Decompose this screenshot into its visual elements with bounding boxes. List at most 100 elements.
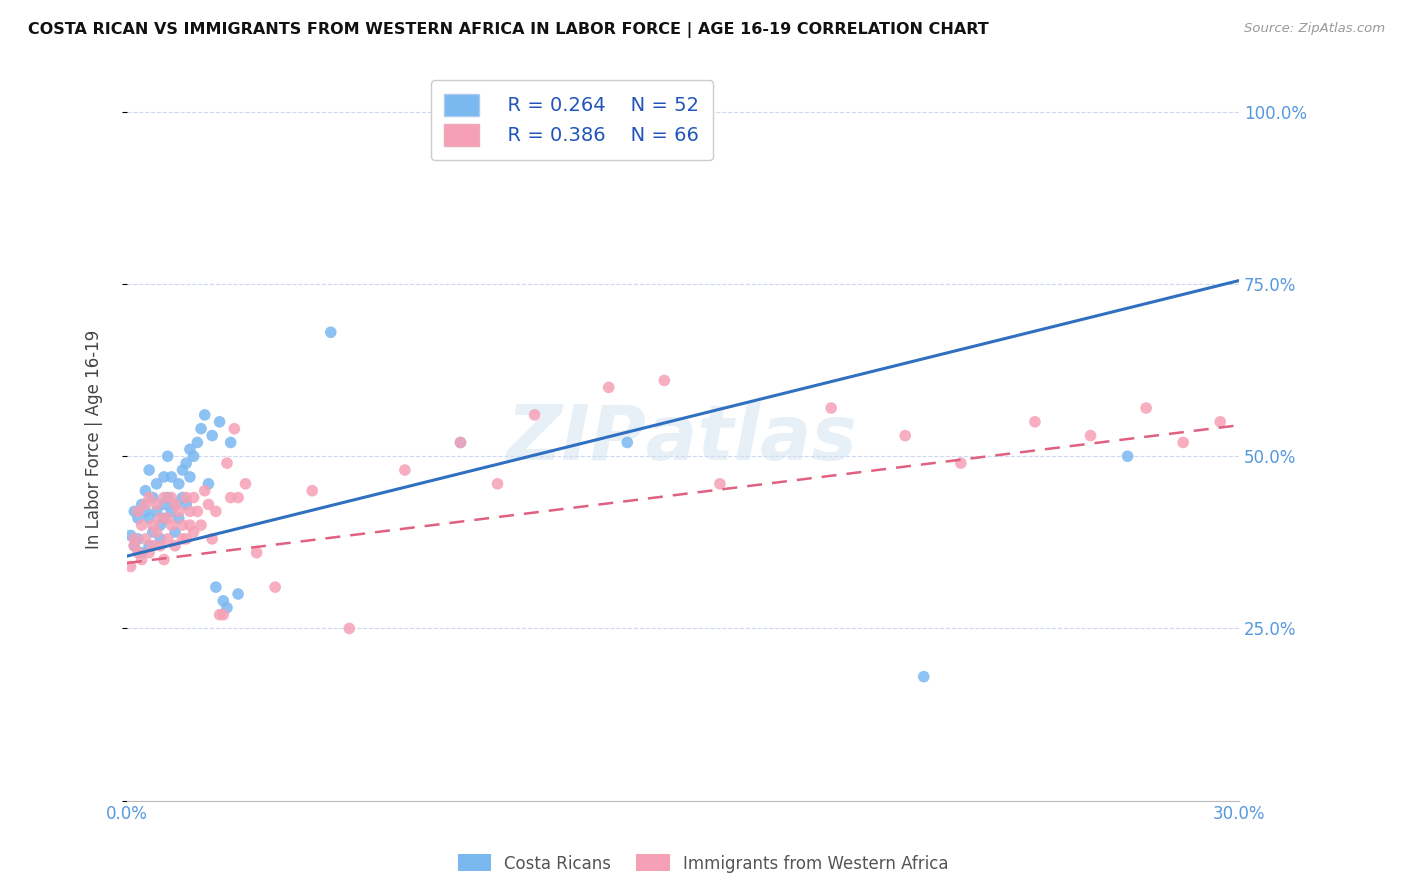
Point bbox=[172, 518, 194, 533]
Point bbox=[205, 580, 228, 594]
Point bbox=[165, 498, 187, 512]
Point bbox=[149, 539, 172, 553]
Point bbox=[226, 587, 249, 601]
Point bbox=[165, 539, 187, 553]
Point bbox=[598, 380, 620, 394]
Point bbox=[174, 532, 197, 546]
Point bbox=[709, 476, 731, 491]
Point bbox=[183, 449, 205, 463]
Point bbox=[165, 498, 187, 512]
Point bbox=[138, 546, 160, 560]
Point bbox=[134, 498, 156, 512]
Point bbox=[145, 476, 167, 491]
Point bbox=[912, 670, 935, 684]
Point bbox=[179, 504, 201, 518]
Point bbox=[138, 511, 160, 525]
Text: Source: ZipAtlas.com: Source: ZipAtlas.com bbox=[1244, 22, 1385, 36]
Point bbox=[1116, 449, 1139, 463]
Point bbox=[145, 504, 167, 518]
Point bbox=[153, 498, 176, 512]
Point bbox=[156, 532, 179, 546]
Point bbox=[120, 559, 142, 574]
Point bbox=[205, 504, 228, 518]
Point bbox=[183, 524, 205, 539]
Point bbox=[179, 442, 201, 457]
Point bbox=[142, 524, 165, 539]
Point bbox=[226, 491, 249, 505]
Point bbox=[138, 463, 160, 477]
Text: COSTA RICAN VS IMMIGRANTS FROM WESTERN AFRICA IN LABOR FORCE | AGE 16-19 CORRELA: COSTA RICAN VS IMMIGRANTS FROM WESTERN A… bbox=[28, 22, 988, 38]
Point bbox=[215, 600, 238, 615]
Point bbox=[131, 498, 153, 512]
Point bbox=[219, 491, 242, 505]
Point bbox=[174, 491, 197, 505]
Point bbox=[134, 532, 156, 546]
Point bbox=[224, 422, 246, 436]
Point bbox=[149, 518, 172, 533]
Point bbox=[179, 470, 201, 484]
Point bbox=[153, 552, 176, 566]
Point bbox=[319, 326, 342, 340]
Point bbox=[124, 539, 146, 553]
Point bbox=[219, 435, 242, 450]
Point bbox=[153, 511, 176, 525]
Point bbox=[179, 518, 201, 533]
Point bbox=[212, 607, 235, 622]
Point bbox=[160, 504, 183, 518]
Point bbox=[215, 456, 238, 470]
Point bbox=[201, 532, 224, 546]
Point bbox=[165, 524, 187, 539]
Y-axis label: In Labor Force | Age 16-19: In Labor Force | Age 16-19 bbox=[86, 329, 103, 549]
Point bbox=[131, 518, 153, 533]
Point bbox=[156, 511, 179, 525]
Point bbox=[190, 422, 212, 436]
Point bbox=[197, 498, 219, 512]
Point bbox=[127, 504, 149, 518]
Point bbox=[160, 518, 183, 533]
Point bbox=[212, 594, 235, 608]
Point bbox=[124, 532, 146, 546]
Point bbox=[156, 491, 179, 505]
Point bbox=[197, 476, 219, 491]
Point bbox=[153, 470, 176, 484]
Point bbox=[616, 435, 638, 450]
Point bbox=[1173, 435, 1195, 450]
Point bbox=[172, 532, 194, 546]
Point bbox=[1024, 415, 1046, 429]
Point bbox=[160, 470, 183, 484]
Point bbox=[138, 491, 160, 505]
Point bbox=[201, 428, 224, 442]
Point bbox=[174, 498, 197, 512]
Point bbox=[149, 511, 172, 525]
Point bbox=[149, 532, 172, 546]
Point bbox=[183, 491, 205, 505]
Point bbox=[172, 463, 194, 477]
Point bbox=[1209, 415, 1232, 429]
Point bbox=[450, 435, 472, 450]
Point bbox=[523, 408, 546, 422]
Point bbox=[301, 483, 323, 498]
Point bbox=[127, 532, 149, 546]
Point bbox=[145, 524, 167, 539]
Point bbox=[124, 504, 146, 518]
Point bbox=[127, 546, 149, 560]
Point bbox=[820, 401, 842, 415]
Point bbox=[235, 476, 257, 491]
Point bbox=[264, 580, 287, 594]
Point bbox=[138, 539, 160, 553]
Point bbox=[142, 539, 165, 553]
Point bbox=[208, 607, 231, 622]
Text: ZIP​atlas: ZIP​atlas bbox=[508, 402, 858, 476]
Point bbox=[160, 491, 183, 505]
Point bbox=[486, 476, 509, 491]
Point bbox=[167, 511, 190, 525]
Point bbox=[172, 491, 194, 505]
Point bbox=[131, 552, 153, 566]
Point bbox=[246, 546, 269, 560]
Point bbox=[450, 435, 472, 450]
Point bbox=[127, 511, 149, 525]
Point bbox=[167, 476, 190, 491]
Point bbox=[194, 483, 217, 498]
Point bbox=[167, 504, 190, 518]
Point bbox=[156, 449, 179, 463]
